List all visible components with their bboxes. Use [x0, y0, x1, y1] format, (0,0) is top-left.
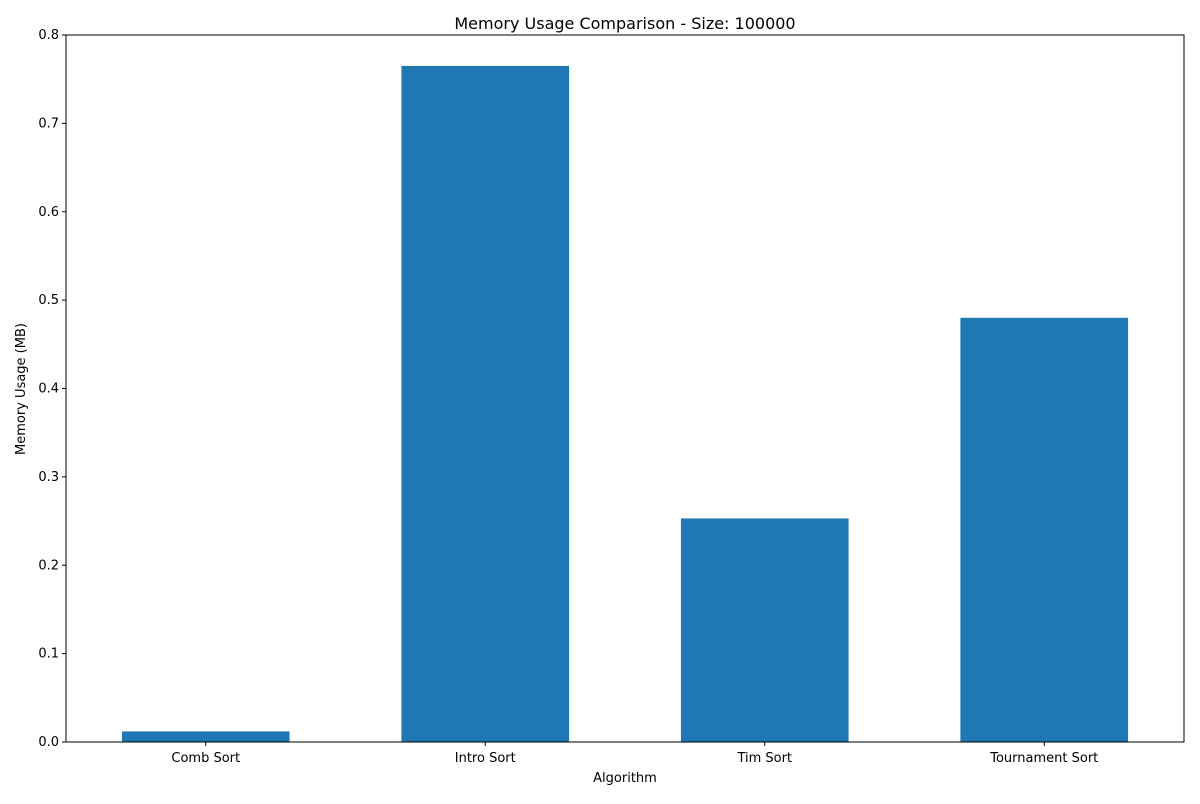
x-tick-label: Intro Sort: [455, 751, 516, 766]
y-axis: 0.0 0.1 0.2 0.3 0.4 0.5 0.6 0.7 0.8: [38, 28, 66, 750]
y-tick-label: 0.4: [38, 382, 59, 397]
x-axis-label: Algorithm: [593, 771, 657, 786]
y-tick-label: 0.2: [38, 558, 59, 573]
bar-comb-sort: [121, 731, 290, 742]
y-tick-label: 0.7: [38, 116, 59, 131]
bars-layer: [121, 65, 1129, 742]
y-axis-label: Memory Usage (MB): [14, 323, 29, 455]
y-tick-label: 0.1: [38, 647, 59, 662]
x-axis: Comb Sort Intro Sort Tim Sort Tournament So…: [171, 742, 1098, 766]
bar-tournament-sort: [960, 317, 1129, 742]
x-tick-label: Tournament Sort: [989, 751, 1098, 766]
y-tick-label: 0.0: [38, 735, 59, 750]
bar-intro-sort: [401, 65, 570, 742]
y-tick-label: 0.3: [38, 470, 59, 485]
y-tick-label: 0.8: [38, 28, 59, 43]
chart-title: Memory Usage Comparison - Size: 100000: [454, 14, 795, 33]
x-tick-label: Comb Sort: [171, 751, 240, 766]
x-tick-label: Tim Sort: [736, 751, 792, 766]
y-tick-label: 0.6: [38, 205, 59, 220]
plot-frame: [65, 34, 1185, 743]
bar-tim-sort: [680, 518, 849, 742]
y-tick-label: 0.5: [38, 293, 59, 308]
